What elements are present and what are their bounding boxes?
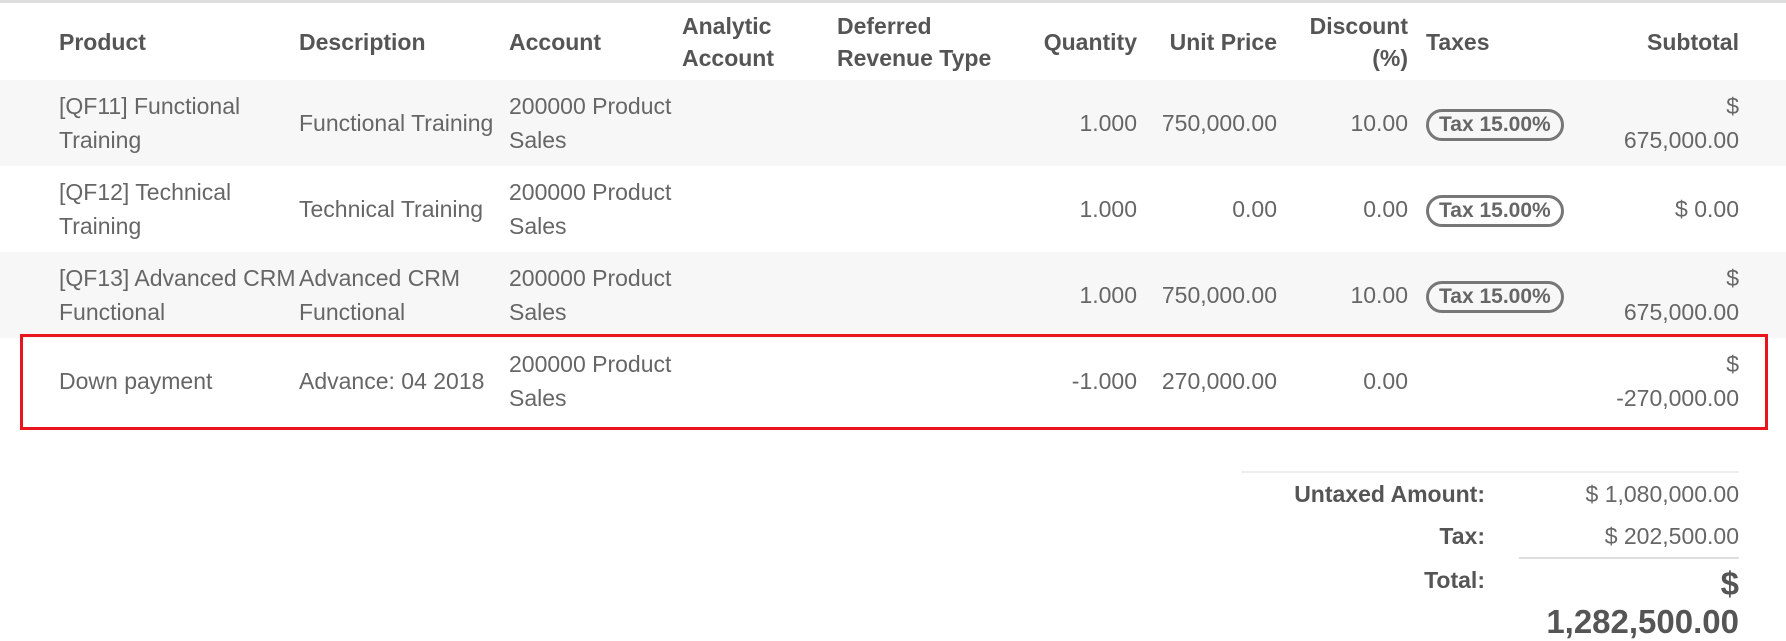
col-analytic-account[interactable]: Analytic Account	[682, 12, 774, 71]
cell-discount[interactable]: 0.00	[1363, 196, 1408, 222]
cell-discount[interactable]: 10.00	[1350, 110, 1408, 136]
col-deferred-revenue-type[interactable]: Deferred Revenue Type	[837, 12, 992, 71]
cell-deferred[interactable]	[837, 80, 1017, 166]
cell-subtotal[interactable]: $ 675,000.00	[1623, 93, 1739, 153]
table-row[interactable]: [QF12] Technical Training Technical Train…	[0, 166, 1786, 252]
table-row[interactable]: [QF11] Functional Training Functional Tra…	[0, 80, 1786, 166]
tax-label: Tax:	[1439, 522, 1485, 549]
col-quantity[interactable]: Quantity	[1043, 28, 1137, 55]
cell-discount[interactable]: 10.00	[1350, 282, 1408, 308]
cell-unit-price[interactable]: 750,000.00	[1161, 110, 1277, 136]
cell-quantity[interactable]: 1.000	[1079, 282, 1137, 308]
tax-tag[interactable]: Tax 15.00%	[1426, 280, 1564, 313]
cell-description[interactable]: Functional Training	[299, 110, 494, 136]
col-taxes[interactable]: Taxes	[1426, 28, 1490, 55]
cell-analytic[interactable]	[682, 80, 837, 166]
col-unit-price[interactable]: Unit Price	[1169, 28, 1277, 55]
untaxed-amount: $ 1,080,000.00	[1585, 480, 1739, 507]
invoice-lines-table: Product Description Account Analytic Acc…	[0, 3, 1786, 424]
tax-tag[interactable]: Tax 15.00%	[1426, 194, 1564, 227]
cell-account[interactable]: 200000 Product Sales	[509, 265, 672, 325]
cell-description[interactable]: Advanced CRM Functional	[299, 265, 461, 325]
cell-taxes[interactable]: Tax 15.00%	[1408, 80, 1606, 166]
cell-quantity[interactable]: 1.000	[1079, 110, 1137, 136]
cell-quantity[interactable]: 1.000	[1079, 196, 1137, 222]
cell-analytic[interactable]	[682, 166, 837, 252]
tax-amount: $ 202,500.00	[1604, 522, 1739, 549]
table-row[interactable]: [QF13] Advanced CRM Functional Advanced C…	[0, 252, 1786, 338]
cell-product[interactable]: Down payment	[59, 368, 213, 394]
total-amount: $ 1,282,500.00	[1519, 557, 1739, 641]
col-account[interactable]: Account	[509, 28, 601, 55]
cell-deferred[interactable]	[837, 166, 1017, 252]
cell-description[interactable]: Advance: 04 2018	[299, 368, 485, 394]
top-border	[0, 0, 1786, 3]
cell-subtotal[interactable]: $ 0.00	[1675, 196, 1739, 222]
cell-taxes[interactable]: Tax 15.00%	[1408, 252, 1606, 338]
cell-unit-price[interactable]: 270,000.00	[1161, 368, 1277, 394]
table-row[interactable]: Down payment Advance: 04 2018 200000 Produ…	[0, 338, 1786, 424]
cell-unit-price[interactable]: 750,000.00	[1161, 282, 1277, 308]
total-label: Total:	[1424, 567, 1485, 593]
cell-deferred[interactable]	[837, 252, 1017, 338]
cell-product[interactable]: [QF11] Functional Training	[59, 93, 241, 153]
totals-summary: Untaxed Amount: $ 1,080,000.00 Tax: $ 202,…	[1241, 471, 1739, 640]
cell-quantity[interactable]: -1.000	[1071, 368, 1137, 394]
cell-account[interactable]: 200000 Product Sales	[509, 179, 672, 239]
table-header: Product Description Account Analytic Acc…	[0, 3, 1786, 80]
untaxed-label: Untaxed Amount:	[1294, 480, 1485, 507]
col-subtotal[interactable]: Subtotal	[1647, 28, 1739, 55]
cell-product[interactable]: [QF13] Advanced CRM Functional	[59, 265, 296, 325]
col-description[interactable]: Description	[299, 28, 426, 55]
cell-description[interactable]: Technical Training	[299, 196, 484, 222]
cell-subtotal[interactable]: $ 675,000.00	[1623, 265, 1739, 325]
cell-taxes[interactable]: Tax 15.00%	[1408, 166, 1606, 252]
cell-account[interactable]: 200000 Product Sales	[509, 93, 672, 153]
tax-tag[interactable]: Tax 15.00%	[1426, 108, 1564, 141]
down-payment-highlight	[20, 334, 1768, 430]
cell-account[interactable]: 200000 Product Sales	[509, 351, 672, 411]
cell-unit-price[interactable]: 0.00	[1232, 196, 1277, 222]
cell-subtotal[interactable]: $ -270,000.00	[1616, 351, 1739, 411]
cell-product[interactable]: [QF12] Technical Training	[59, 179, 232, 239]
cell-analytic[interactable]	[682, 252, 837, 338]
cell-discount[interactable]: 0.00	[1363, 368, 1408, 394]
col-discount[interactable]: Discount (%)	[1309, 12, 1408, 71]
col-product[interactable]: Product	[59, 28, 146, 55]
